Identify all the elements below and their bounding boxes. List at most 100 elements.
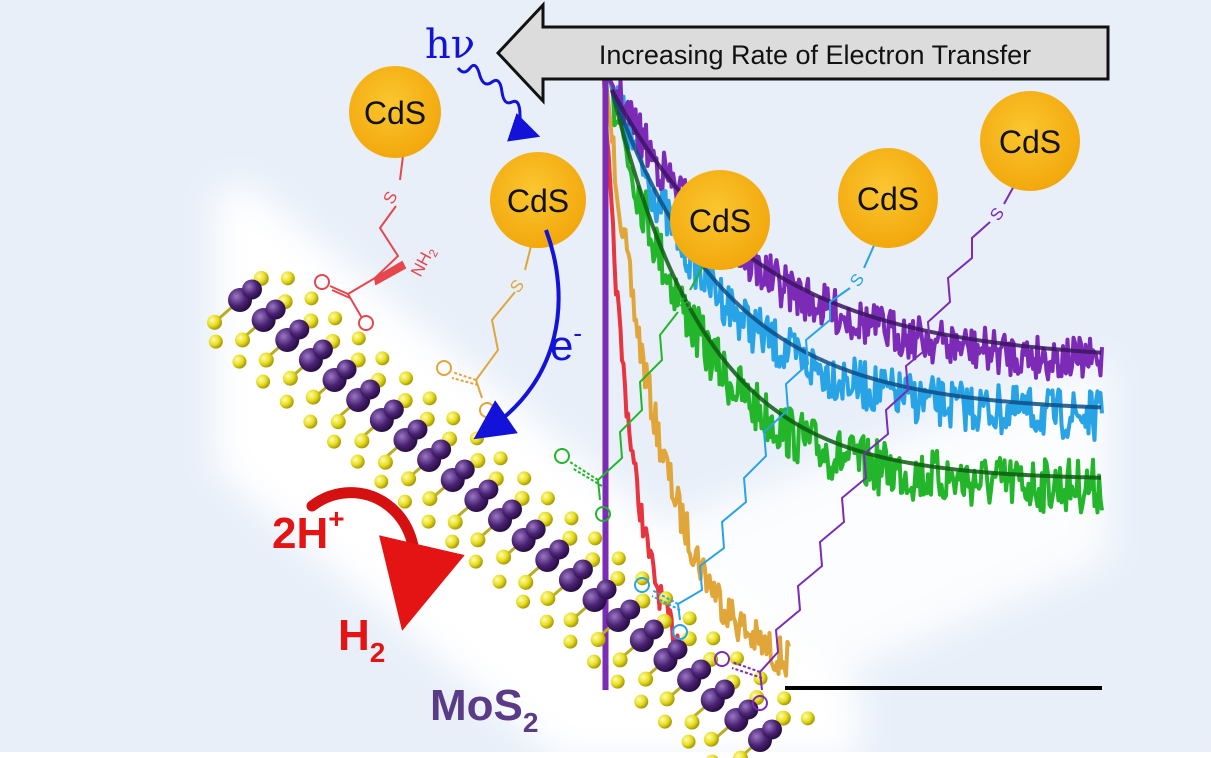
sulfur-atom (208, 334, 223, 349)
sulfur-atom (330, 414, 346, 430)
sulfur-atom (327, 434, 341, 449)
sulfur-atom (518, 574, 534, 590)
sulfur-atom (496, 549, 512, 565)
sulfur-atom (706, 754, 719, 758)
molybdenum-atom (525, 519, 546, 540)
sulfur-atom (800, 711, 815, 726)
proton-label: 2H+ (272, 503, 345, 558)
sulfur-atom (469, 431, 484, 446)
sulfur-atom (235, 332, 251, 348)
sulfur-atom (611, 551, 626, 566)
sulfur-atom (657, 714, 672, 729)
molybdenum-atom (265, 299, 286, 320)
sulfur-atom (612, 652, 628, 668)
cds-dot-mpa: CdS (490, 152, 586, 248)
molybdenum-atom (289, 319, 310, 340)
sulfur-atom (562, 530, 578, 546)
sulfur-atom (377, 454, 393, 470)
molybdenum-atom (572, 559, 593, 580)
sulfur-atom (422, 391, 437, 406)
sulfur-atom (351, 331, 366, 346)
sulfur-atom (303, 414, 318, 429)
sulfur-atom (517, 471, 532, 486)
sulfur-atom (706, 631, 721, 646)
molybdenum-atom (431, 439, 452, 460)
sulfur-atom (470, 453, 486, 469)
sulfur-atom (588, 531, 603, 546)
molybdenum-atom (620, 599, 641, 620)
sulfur-atom (775, 710, 791, 726)
sulfur-atom (397, 494, 412, 509)
sulfur-atom (374, 474, 389, 489)
sulfur-atom (305, 389, 321, 405)
sulfur-atom (540, 591, 556, 607)
photon-squiggle (456, 63, 541, 142)
sulfur-atom (516, 594, 531, 609)
trace-orange (604, 79, 791, 678)
sulfur-atom (421, 514, 436, 529)
molybdenum-atom (667, 639, 688, 660)
sulfur-atom (659, 691, 675, 707)
photon-label: hν (425, 22, 475, 68)
sulfur-atom (635, 593, 651, 609)
molybdenum-atom (383, 399, 404, 420)
hydrogen-evolution-arrow (306, 487, 465, 631)
molybdenum-atom (762, 719, 782, 740)
cds-dot-blue: CdS (838, 148, 938, 248)
molybdenum-atom (549, 539, 570, 560)
sulfur-atom (492, 574, 507, 589)
sulfur-atom (587, 654, 601, 669)
molybdenum-atom (691, 659, 712, 680)
rate-arrow: Increasing Rate of Electron Transfer (495, 1, 1110, 105)
rate-arrow-label: Increasing Rate of Electron Transfer (599, 40, 1031, 70)
molybdenum-atom (454, 459, 475, 480)
sulfur-atom (590, 632, 606, 648)
sulfur-atom (354, 433, 370, 449)
sulfur-atom (422, 491, 438, 507)
sulfur-atom (703, 731, 719, 747)
sulfur-atom (682, 611, 697, 626)
molybdenum-atom (312, 339, 333, 360)
sulfur-atom (207, 314, 223, 330)
sulfur-atom (256, 374, 271, 389)
molybdenum-atom (502, 499, 522, 520)
cds-dot-green: CdS (670, 170, 770, 270)
sulfur-atom (563, 612, 579, 628)
molybdenum-atom (360, 379, 381, 400)
molybdenum-atom (714, 679, 735, 700)
sulfur-atom (564, 511, 579, 526)
molybdenum-atom (478, 479, 499, 500)
sulfur-atom (470, 532, 486, 548)
sulfur-atom (493, 451, 508, 466)
cds-dot-cysteine: CdS (349, 66, 441, 158)
sulfur-atom (684, 714, 700, 730)
sulfur-atom (539, 614, 554, 629)
sulfur-atom (610, 571, 626, 587)
sulfur-atom (447, 514, 463, 530)
molybdenum-atom (242, 279, 262, 300)
sulfur-atom (446, 411, 461, 426)
sulfur-atom (732, 750, 748, 758)
sulfur-atom (638, 671, 654, 687)
electron-transfer-arrow (473, 229, 561, 440)
hydrogen-label: H2 (338, 611, 385, 668)
sulfur-atom (563, 634, 578, 649)
molybdenum-atom (643, 619, 664, 640)
sulfur-atom (258, 352, 274, 368)
svg-text:CdS: CdS (507, 183, 569, 219)
molybdenum-atom (336, 359, 357, 380)
mos2-label: MoS2 (430, 681, 538, 738)
sulfur-atom (610, 674, 625, 689)
svg-text:CdS: CdS (999, 124, 1061, 160)
electron-label: e- (550, 318, 582, 369)
molybdenum-atom (596, 579, 617, 600)
sulfur-atom (280, 271, 295, 286)
sulfur-atom (350, 454, 365, 469)
sulfur-atom (375, 351, 390, 366)
svg-text:CdS: CdS (857, 181, 919, 217)
molybdenum-atom (407, 419, 428, 440)
sulfur-atom (279, 394, 294, 409)
sulfur-atom (634, 694, 649, 709)
